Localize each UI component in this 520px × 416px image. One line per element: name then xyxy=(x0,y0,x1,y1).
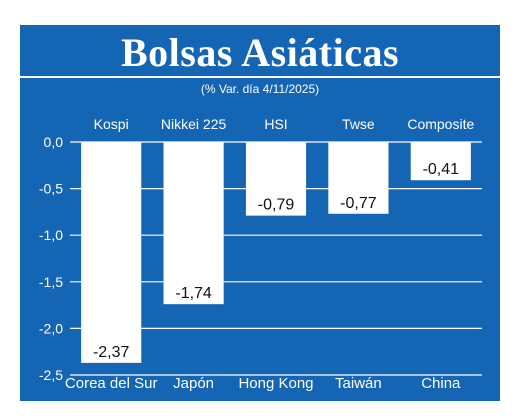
x-tick-label: Japón xyxy=(173,375,214,392)
bar xyxy=(410,142,471,181)
data-label: -1,74 xyxy=(175,285,212,302)
bar xyxy=(81,142,142,363)
index-label: Kospi xyxy=(94,116,129,132)
y-tick-label: -2,5 xyxy=(39,367,63,383)
x-tick-label: Corea del Sur xyxy=(65,375,158,392)
x-tick-label: Taiwán xyxy=(335,375,382,392)
y-tick-label: -1,0 xyxy=(39,227,63,243)
y-tick-label: -0,5 xyxy=(39,181,63,197)
bar-chart: 0,0 -0,5 -1,0 -1,5 -2,0 -2,5 -2,37 -1,74 -0,79 -0… xyxy=(39,116,482,392)
x-tick-label: Hong Kong xyxy=(238,375,313,392)
data-label: -0,77 xyxy=(340,195,377,212)
data-label: -0,41 xyxy=(423,161,460,178)
x-tick-label: China xyxy=(421,375,461,392)
chart-subtitle: (% Var. día 4/11/2025) xyxy=(200,82,320,96)
y-tick-label: 0,0 xyxy=(44,134,64,150)
bar xyxy=(328,142,389,214)
bar xyxy=(245,142,307,216)
title-divider xyxy=(20,76,500,78)
chart-panel: Bolsas Asiáticas (% Var. día 4/11/2025) … xyxy=(20,25,500,401)
chart-title: Bolsas Asiáticas xyxy=(120,30,400,75)
index-label: Twse xyxy=(342,116,375,132)
index-label: Nikkei 225 xyxy=(161,116,227,132)
bar xyxy=(163,142,224,305)
index-label: HSI xyxy=(264,116,287,132)
y-tick-label: -2,0 xyxy=(39,320,63,336)
data-label: -2,37 xyxy=(93,344,130,361)
data-label: -0,79 xyxy=(258,197,295,214)
y-tick-label: -1,5 xyxy=(39,274,63,290)
index-label: Composite xyxy=(407,116,474,132)
